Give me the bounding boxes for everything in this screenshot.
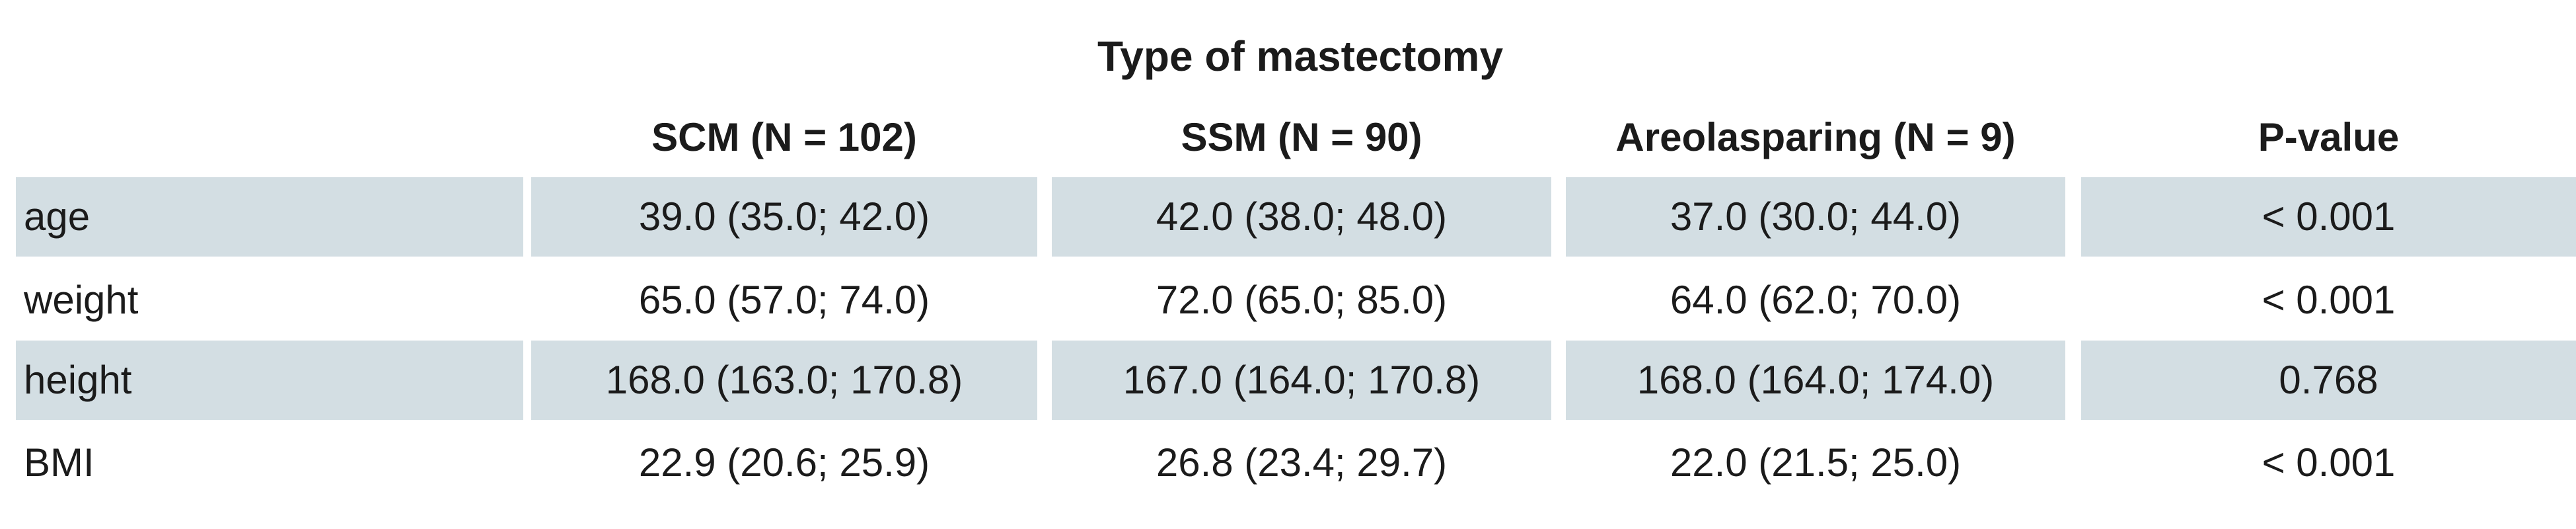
- cell-ssm: 26.8 (23.4; 29.7): [1156, 440, 1448, 485]
- column-header-scm: SCM (N = 102): [651, 115, 917, 159]
- table-row-age: age 39.0 (35.0; 42.0) 42.0 (38.0; 48.0) …: [0, 177, 2576, 257]
- row-label: weight: [24, 278, 139, 322]
- cell-ssm: 167.0 (164.0; 170.8): [1052, 341, 1551, 420]
- cell-areolasparing: 168.0 (164.0; 174.0): [1566, 341, 2065, 420]
- column-header-ssm: SSM (N = 90): [1181, 115, 1422, 159]
- cell-ssm: 42.0 (38.0; 48.0): [1052, 177, 1551, 257]
- table-row-height: height 168.0 (163.0; 170.8) 167.0 (164.0…: [0, 341, 2576, 420]
- cell-p-value: 0.768: [2081, 341, 2576, 420]
- cell-p-value: < 0.001: [2262, 440, 2396, 485]
- cell-areolasparing: 37.0 (30.0; 44.0): [1566, 177, 2065, 257]
- column-header-areolasparing: Areolasparing (N = 9): [1615, 115, 2016, 159]
- cell-areolasparing: 22.0 (21.5; 25.0): [1670, 440, 1962, 485]
- cell-scm: 22.9 (20.6; 25.9): [638, 440, 930, 485]
- cell-scm: 65.0 (57.0; 74.0): [638, 278, 930, 322]
- column-header-p-value: P-value: [2258, 115, 2400, 159]
- row-label: height: [16, 341, 523, 420]
- cell-areolasparing: 64.0 (62.0; 70.0): [1670, 278, 1962, 322]
- cell-p-value: < 0.001: [2262, 278, 2396, 322]
- row-label: age: [16, 177, 523, 257]
- cell-scm: 168.0 (163.0; 170.8): [531, 341, 1037, 420]
- row-label: BMI: [24, 440, 94, 485]
- table-caption: Type of mastectomy: [1097, 32, 1504, 80]
- cell-scm: 39.0 (35.0; 42.0): [531, 177, 1037, 257]
- table-row-bmi: BMI 22.9 (20.6; 25.9) 26.8 (23.4; 29.7) …: [0, 423, 2576, 503]
- cell-p-value: < 0.001: [2081, 177, 2576, 257]
- table-row-weight: weight 65.0 (57.0; 74.0) 72.0 (65.0; 85.…: [0, 261, 2576, 340]
- cell-ssm: 72.0 (65.0; 85.0): [1156, 278, 1448, 322]
